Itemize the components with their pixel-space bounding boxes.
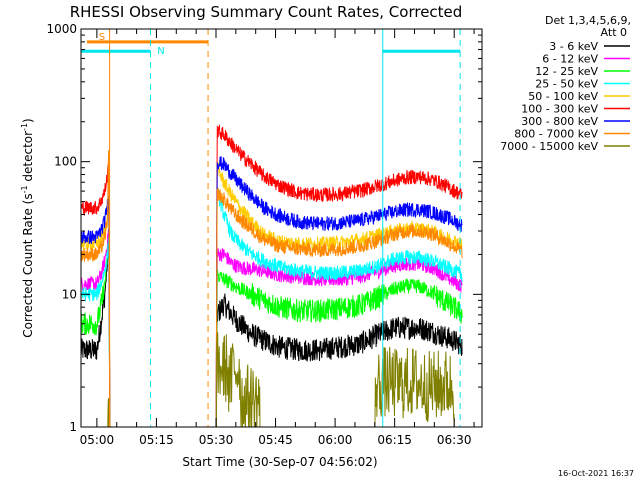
legend-label-100-300-kev: 100 - 300 keV: [521, 103, 598, 116]
x-tick-label: 05:30: [199, 433, 234, 447]
legend-label-3-6-kev: 3 - 6 keV: [549, 40, 598, 53]
legend-label-6-12-kev: 6 - 12 keV: [542, 53, 598, 66]
chart-title: RHESSI Observing Summary Count Rates, Co…: [70, 3, 463, 21]
series-line-50-100-kev: [81, 161, 463, 427]
series-line-300-800-kev: [81, 156, 463, 427]
x-tick-label: 06:30: [437, 433, 472, 447]
legend-label-12-25-kev: 12 - 25 keV: [535, 65, 598, 78]
x-tick-label: 06:15: [377, 433, 412, 447]
y-tick-label: 1: [69, 420, 77, 434]
x-tick-label: 05:15: [139, 433, 174, 447]
plot-frame: [80, 28, 483, 428]
legend-label-7000-15000-kev: 7000 - 15000 keV: [500, 140, 598, 153]
legend-header-attenuator: Att 0: [601, 26, 627, 39]
y-axis-label-end: ): [21, 118, 35, 123]
y-tick-label: 10: [62, 287, 77, 301]
series-line-100-300-kev: [81, 124, 463, 427]
series-line-7000-15000-kev: [107, 332, 455, 427]
flag-label-n: N: [157, 46, 164, 57]
x-axis-label: Start Time (30-Sep-07 04:56:02): [182, 455, 377, 469]
y-axis-ticks: 1 10 100 1000: [46, 22, 482, 434]
x-axis-ticks: 05:00 05:15 05:30 05:45 06:00 06:15 06:30: [80, 29, 475, 447]
series-line-6-12-kev: [81, 228, 463, 427]
y-axis-label-main: Corrected Count Rate (s: [21, 193, 35, 337]
x-tick-label: 05:00: [80, 433, 115, 447]
series-line-12-25-kev: [81, 238, 463, 427]
y-tick-label: 1000: [46, 22, 77, 36]
legend-label-50-100-kev: 50 - 100 keV: [528, 90, 598, 103]
legend-label-300-800-kev: 300 - 800 keV: [521, 115, 598, 128]
legend-header-detectors: Det 1,3,4,5,6,9,: [545, 14, 631, 27]
series-layer: [81, 124, 463, 427]
y-axis-label-sup-2: -1: [20, 123, 29, 131]
footer-timestamp: 16-Oct-2021 16:37: [558, 469, 634, 478]
y-tick-label: 100: [54, 155, 77, 169]
series-line-25-50-kev: [81, 186, 463, 427]
flag-label-s: S: [99, 32, 105, 43]
series-line-800-7000-kev: [81, 150, 463, 427]
y-axis-label: Corrected Count Rate (s-1 detector-1): [20, 118, 35, 337]
legend-label-25-50-kev: 25 - 50 keV: [535, 78, 598, 91]
legend-label-800-7000-kev: 800 - 7000 keV: [514, 128, 598, 141]
series-line-3-6-kev: [81, 232, 463, 427]
x-tick-label: 06:00: [318, 433, 353, 447]
annotation-layer: SN: [81, 29, 461, 427]
x-tick-label: 05:45: [258, 433, 293, 447]
y-axis-label-mid: detector: [21, 131, 35, 186]
y-axis-label-sup-1: -1: [20, 185, 29, 193]
